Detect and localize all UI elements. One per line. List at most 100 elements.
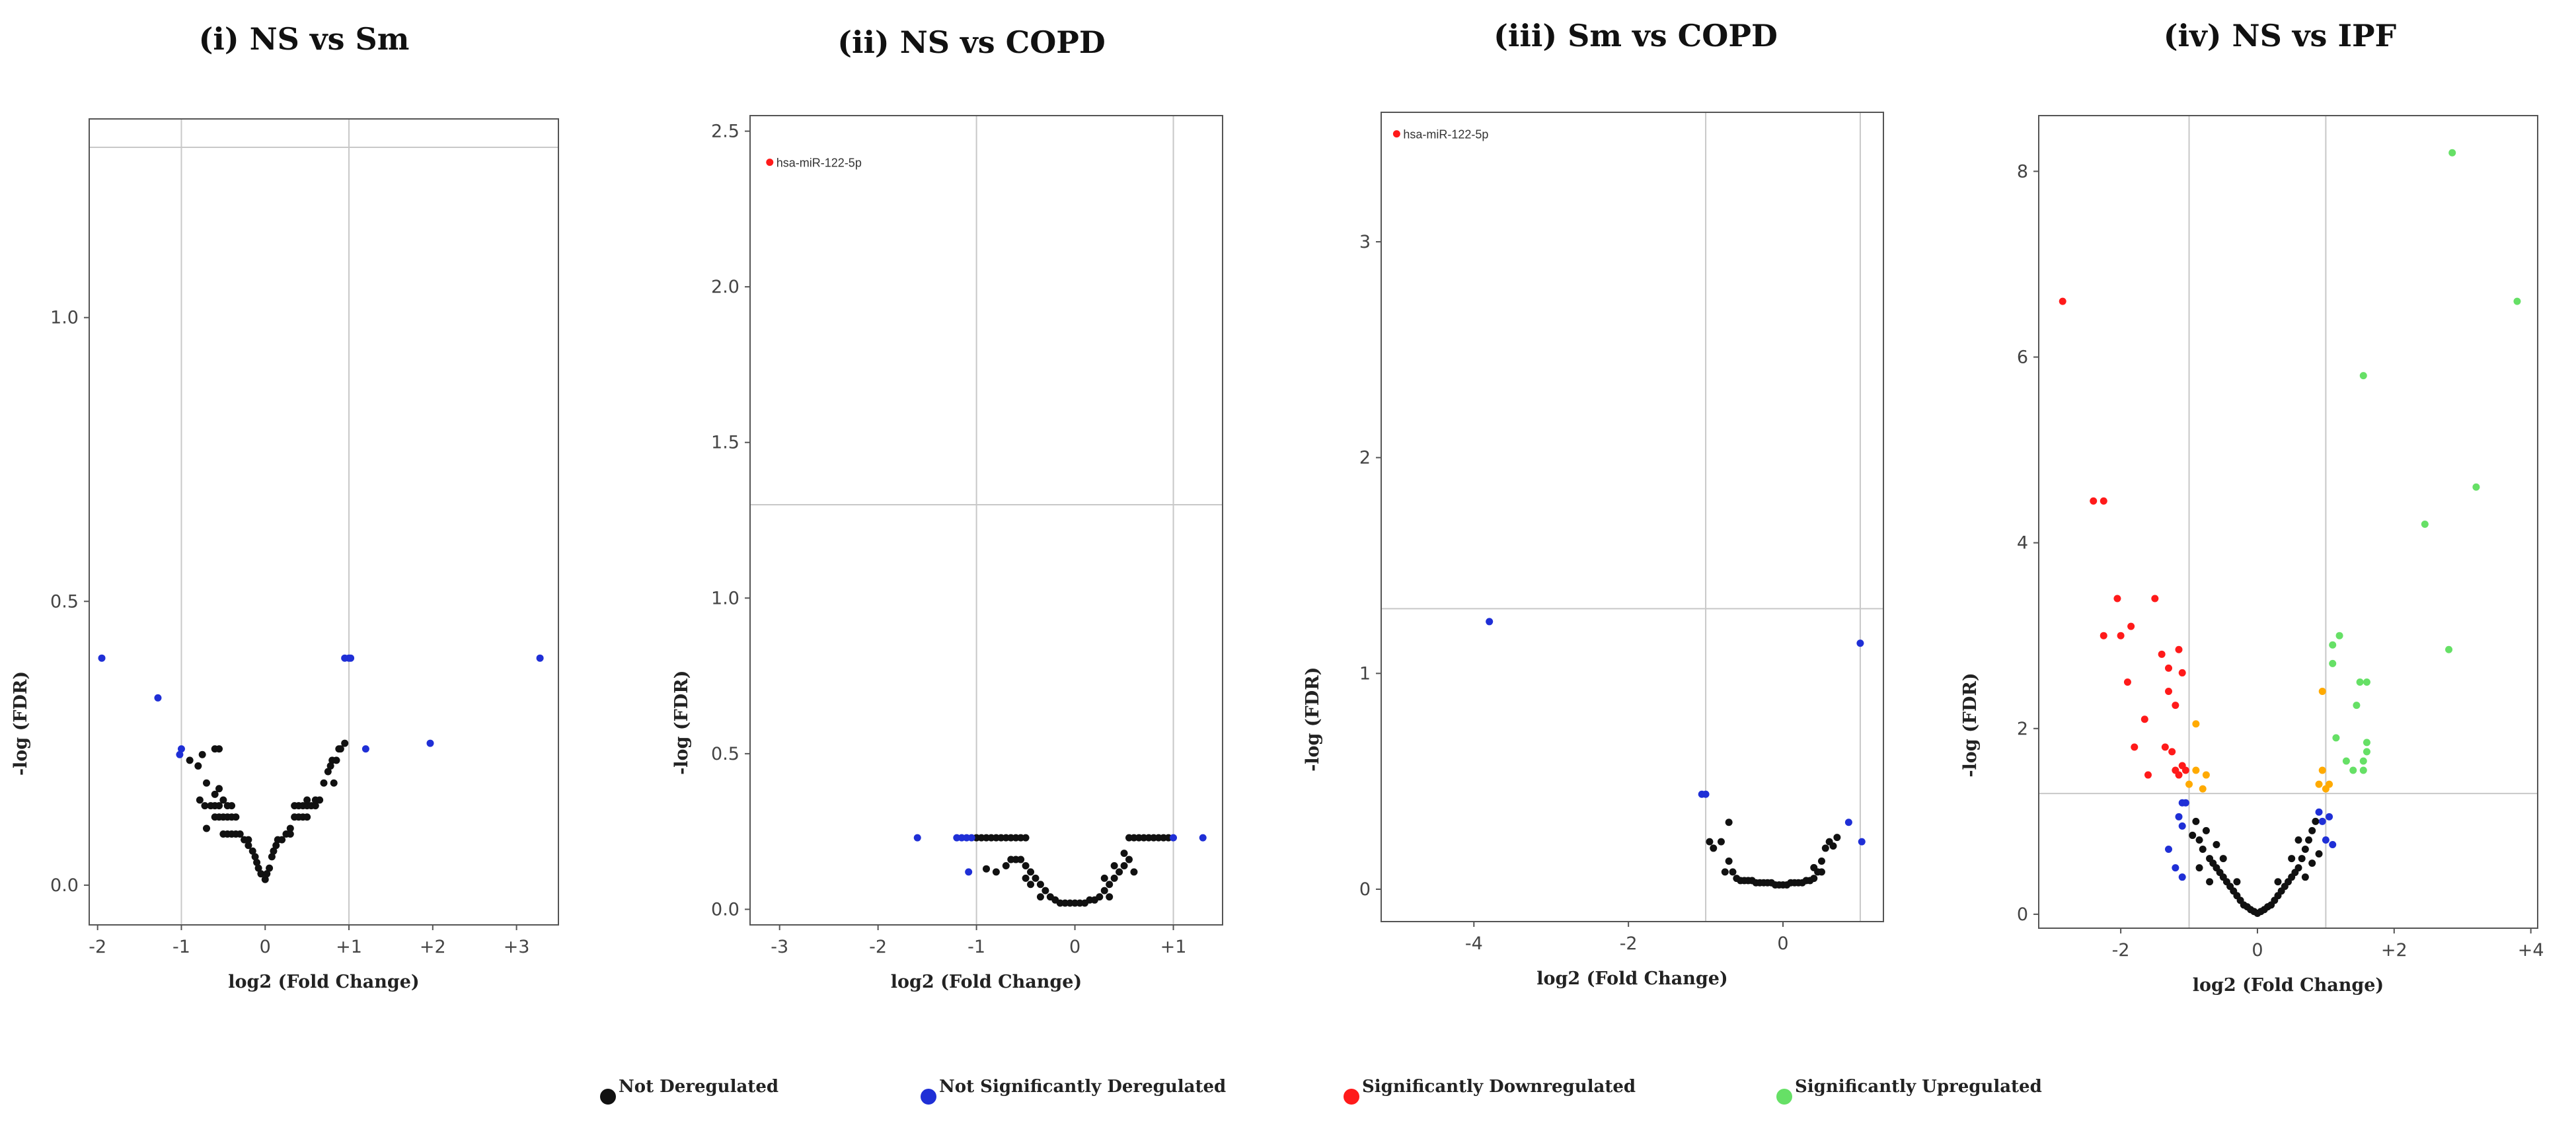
y-tick-label: 1.0 [50, 308, 79, 328]
panel-title: (iii) Sm vs COPD [1494, 18, 1778, 54]
data-point-not-significant [426, 739, 434, 747]
y-tick-label: 0.0 [711, 899, 739, 920]
data-point-not-deregulated [2308, 826, 2316, 834]
data-point-borderline [2192, 766, 2200, 774]
data-point-not-deregulated [332, 756, 340, 764]
y-tick-label: 0 [2017, 904, 2028, 925]
y-axis-label: -log (FDR) [671, 671, 692, 775]
data-point-not-deregulated [215, 745, 223, 753]
data-point-not-significant [347, 654, 355, 662]
data-point-not-deregulated [268, 853, 276, 861]
data-point-not-deregulated [2315, 850, 2323, 858]
data-point-not-deregulated [2233, 878, 2241, 886]
y-tick-label: 0 [1359, 879, 1371, 900]
y-tick-label: 2.0 [711, 277, 739, 297]
data-point-not-deregulated [254, 864, 262, 872]
data-point-not-deregulated [286, 830, 294, 838]
data-point-not-significant [2172, 864, 2179, 872]
data-point-not-deregulated [311, 802, 319, 810]
data-point-not-deregulated [245, 836, 252, 844]
y-tick-label: 2 [1359, 448, 1371, 468]
data-point-not-deregulated [215, 802, 223, 810]
panel-title: (i) NS vs Sm [199, 21, 410, 57]
x-tick-label: -1 [967, 937, 985, 957]
data-point-not-deregulated [215, 785, 223, 793]
data-point-not-deregulated [245, 842, 252, 850]
data-point-not-deregulated [1002, 861, 1010, 869]
x-tick-label: 0 [2252, 940, 2263, 961]
data-point-not-deregulated [194, 762, 202, 770]
data-point-not-deregulated [1721, 868, 1729, 876]
data-point-not-deregulated [257, 870, 265, 878]
data-point-not-significant [98, 654, 106, 662]
data-point-not-deregulated [2294, 836, 2302, 844]
data-point-down [2158, 650, 2166, 658]
data-point-not-significant [176, 750, 184, 758]
data-point-not-deregulated [1810, 863, 1818, 871]
data-point-not-deregulated [2298, 855, 2306, 863]
data-point-borderline [2202, 771, 2210, 779]
data-point-up [2363, 739, 2370, 747]
data-point-not-deregulated [2312, 817, 2320, 825]
data-point-not-deregulated [2294, 864, 2302, 872]
data-point-not-deregulated [1817, 868, 1825, 876]
data-point-not-deregulated [203, 779, 210, 787]
data-point-not-deregulated [270, 847, 278, 855]
data-point-down [2113, 595, 2121, 602]
data-point-borderline [2192, 720, 2200, 728]
data-point-not-deregulated [1110, 874, 1118, 882]
data-point-not-deregulated [2301, 846, 2309, 854]
data-point-not-deregulated [336, 745, 344, 753]
data-point-down [2131, 743, 2139, 751]
y-tick-label: 1 [1359, 663, 1371, 684]
legend-marker-down [1344, 1089, 1359, 1105]
data-point-not-deregulated [286, 824, 294, 832]
data-point-not-deregulated [2308, 859, 2316, 867]
plot-frame [1381, 112, 1884, 922]
data-point-not-significant [2181, 799, 2189, 807]
data-point-up [2359, 766, 2367, 774]
data-point-not-deregulated [1725, 819, 1733, 826]
x-tick-label: -2 [89, 937, 106, 957]
data-point-not-deregulated [2288, 855, 2296, 863]
data-point-up [2335, 632, 2343, 639]
data-point-down [2123, 678, 2131, 686]
data-point-not-deregulated [1717, 838, 1725, 846]
data-point-not-deregulated [1125, 856, 1133, 863]
data-point-not-deregulated [1032, 874, 1040, 882]
x-tick-label: -2 [869, 937, 887, 957]
data-point-not-deregulated [198, 750, 206, 758]
data-point-down [1392, 130, 1400, 138]
legend-label: Not Significantly Deregulated [939, 1077, 1226, 1097]
data-point-not-deregulated [1110, 861, 1118, 869]
y-axis-label: -log (FDR) [11, 671, 31, 776]
data-point-down [2117, 632, 2125, 639]
data-point-down [2172, 702, 2179, 710]
data-point-up [2448, 149, 2456, 157]
data-point-not-deregulated [236, 830, 244, 838]
data-point-borderline [2326, 780, 2333, 788]
data-point-not-deregulated [320, 779, 328, 787]
data-point-not-deregulated [1706, 838, 1714, 846]
data-point-borderline [2199, 785, 2207, 793]
panel-4: (iv) NS vs IPF -2 0 +2 +4 0 2 4 6 8 log2 (Fold Cha… [1960, 18, 2544, 996]
data-point-not-significant [177, 745, 185, 753]
data-point-not-deregulated [983, 865, 990, 873]
panel-title: (ii) NS vs COPD [837, 24, 1106, 60]
data-point-not-deregulated [201, 802, 209, 810]
data-point-not-deregulated [2206, 878, 2214, 886]
data-point-not-significant [2165, 846, 2173, 854]
data-point-down [2100, 497, 2107, 505]
legend-marker-not-significant [921, 1089, 936, 1105]
data-point-up [2472, 483, 2480, 491]
data-point-not-deregulated [1833, 834, 1841, 842]
data-point-not-deregulated [253, 858, 261, 866]
data-point-not-deregulated [2195, 864, 2203, 872]
data-point-up [2329, 641, 2337, 649]
data-point-down [2168, 748, 2176, 756]
panel-3: (iii) Sm vs COPD -4 -2 0 0 1 2 3 log2 (Fold Chan… [1303, 18, 1884, 989]
data-point-not-deregulated [211, 790, 219, 798]
data-point-down [2165, 664, 2173, 672]
legend-label: Significantly Downregulated [1362, 1077, 1636, 1097]
